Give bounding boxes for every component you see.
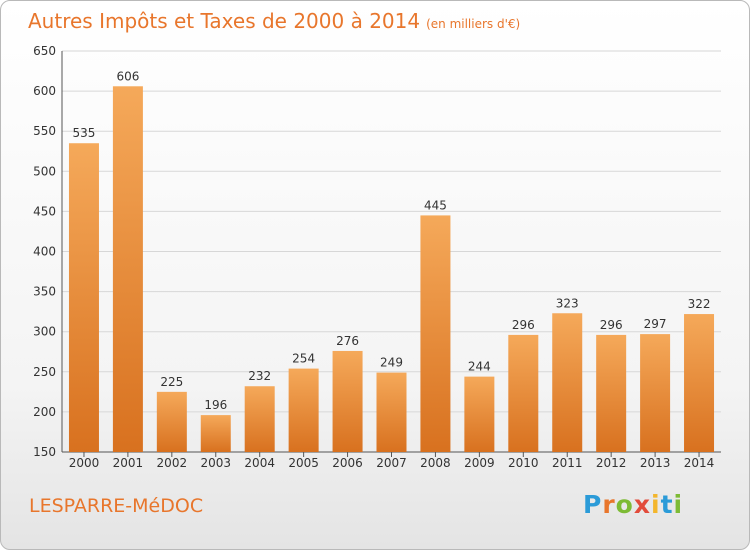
bar	[508, 334, 539, 452]
logo-letter: r	[602, 490, 616, 519]
data-label: 323	[556, 296, 579, 310]
logo-letter: i	[651, 490, 661, 519]
logo-letter: P	[583, 490, 603, 519]
y-tick-label: 150	[33, 445, 56, 459]
chart-unit: (en milliers d'€)	[426, 17, 521, 31]
data-label: 322	[688, 297, 711, 311]
x-tick-label: 2006	[332, 456, 363, 470]
data-label: 297	[644, 317, 667, 331]
data-label: 232	[248, 369, 271, 383]
bar	[288, 368, 319, 452]
x-tick-label: 2005	[288, 456, 319, 470]
x-tick-label: 2010	[508, 456, 539, 470]
bar	[552, 313, 583, 452]
y-tick-label: 450	[33, 204, 56, 218]
x-tick-label: 2001	[113, 456, 144, 470]
y-tick-label: 250	[33, 365, 56, 379]
x-tick-label: 2011	[552, 456, 583, 470]
logo-letter: t	[660, 490, 674, 519]
x-tick-label: 2013	[640, 456, 671, 470]
x-tick-label: 2004	[244, 456, 275, 470]
bar	[244, 386, 275, 452]
bar	[112, 86, 143, 453]
data-label: 196	[204, 398, 227, 412]
data-label: 225	[160, 375, 183, 389]
data-label: 296	[600, 318, 623, 332]
data-label: 606	[116, 69, 139, 83]
x-tick-label: 2008	[420, 456, 451, 470]
y-tick-label: 300	[33, 325, 56, 339]
data-label: 254	[292, 352, 315, 366]
x-tick-label: 2012	[596, 456, 627, 470]
y-tick-label: 600	[33, 84, 56, 98]
proxiti-logo: Proxiti	[583, 490, 683, 519]
logo-letter: x	[633, 490, 651, 519]
y-tick-label: 400	[33, 245, 56, 259]
data-label: 249	[380, 356, 403, 370]
data-label: 535	[73, 126, 96, 140]
y-tick-label: 650	[33, 44, 56, 58]
y-tick-label: 500	[33, 164, 56, 178]
y-tick-label: 200	[33, 405, 56, 419]
bar	[684, 314, 715, 452]
data-label: 296	[512, 318, 535, 332]
bar	[376, 372, 407, 452]
bar	[420, 215, 451, 452]
x-tick-label: 2014	[684, 456, 715, 470]
x-tick-label: 2009	[464, 456, 495, 470]
x-tick-label: 2002	[157, 456, 188, 470]
y-tick-label: 350	[33, 285, 56, 299]
data-label: 244	[468, 360, 491, 374]
y-tick-label: 550	[33, 124, 56, 138]
bar	[332, 350, 363, 452]
chart-title: Autres Impôts et Taxes de 2000 à 2014 (en…	[28, 9, 520, 33]
bar	[68, 143, 99, 453]
bar	[200, 415, 231, 452]
x-tick-label: 2007	[376, 456, 407, 470]
data-label: 445	[424, 198, 447, 212]
logo-letter: i	[673, 490, 684, 519]
chart-title-text: Autres Impôts et Taxes de 2000 à 2014	[28, 9, 421, 33]
commune-name: LESPARRE-MéDOC	[29, 495, 204, 517]
x-tick-label: 2003	[200, 456, 231, 470]
x-tick-label: 2000	[69, 456, 100, 470]
logo-letter: o	[615, 490, 634, 519]
data-label: 276	[336, 334, 359, 348]
bar	[464, 376, 495, 452]
bar	[596, 334, 627, 452]
bar	[640, 334, 671, 452]
bar	[156, 391, 187, 452]
